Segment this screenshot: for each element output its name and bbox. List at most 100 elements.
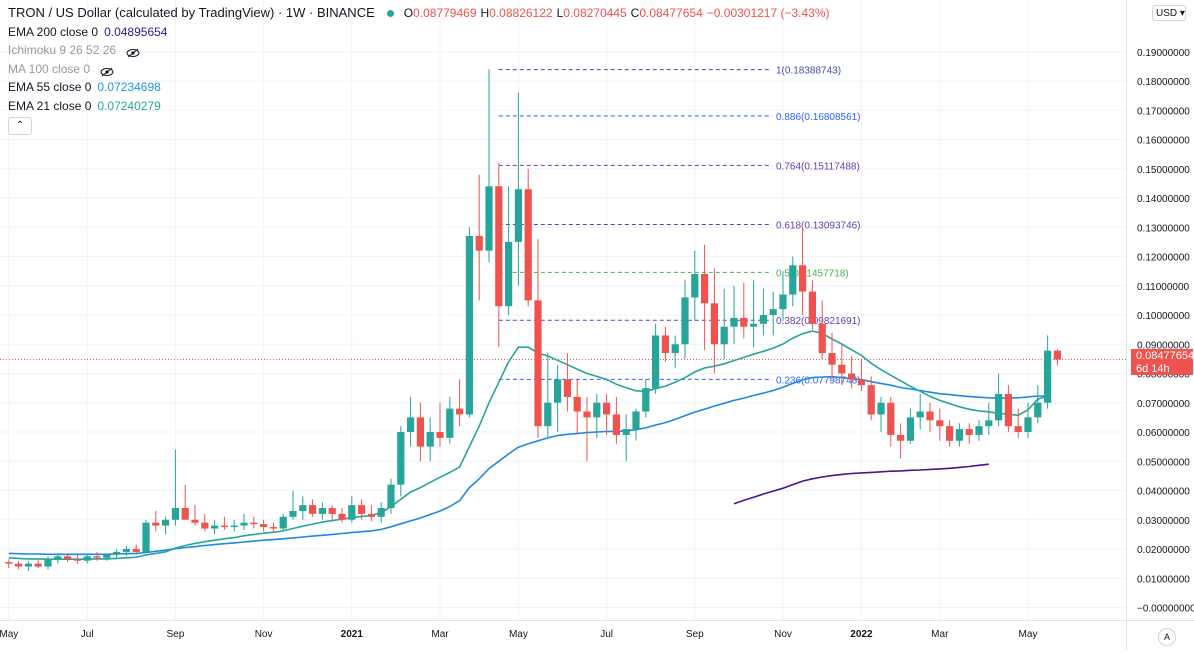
indicator-row[interactable]: MA 100 close 0 [8, 60, 834, 79]
eye-hidden-icon[interactable] [100, 64, 114, 77]
candle-body [44, 559, 52, 567]
candle-body [318, 508, 326, 514]
symbol-title[interactable]: TRON / US Dollar (calculated by TradingV… [8, 5, 375, 20]
candle-body [955, 429, 963, 441]
last-price-tag: 0.08477654 6d 14h [1131, 349, 1194, 375]
candle-body [240, 522, 248, 526]
ohlc-value: 0.08270445 [563, 6, 627, 20]
eye-hidden-icon[interactable] [126, 45, 140, 58]
indicator-row[interactable]: EMA 21 close 0 0.07240279 [8, 97, 834, 116]
time-axis-label: Mar [431, 629, 449, 640]
ohlc-value: 0.08826122 [489, 6, 553, 20]
price-axis-label: 0.10000000 [1137, 311, 1190, 322]
indicator-label: EMA 21 close 0 [8, 98, 92, 113]
market-status-dot [386, 9, 394, 17]
candle-body [54, 556, 62, 560]
candle-body [387, 484, 395, 509]
candle-body [299, 505, 307, 511]
time-axis-label: Jul [81, 629, 94, 640]
candle-body [230, 525, 238, 528]
candle-body [201, 522, 209, 529]
price-axis-label: 0.12000000 [1137, 253, 1190, 264]
time-axis-label: Sep [167, 629, 185, 640]
indicator-label: Ichimoku 9 26 52 26 [8, 43, 117, 58]
indicator-row[interactable]: Ichimoku 9 26 52 26 [8, 41, 834, 60]
chart-legend: TRON / US Dollar (calculated by TradingV… [8, 4, 834, 116]
currency-select[interactable]: USD ▾ [1152, 5, 1186, 21]
candle-body [328, 508, 336, 514]
ema21-line [8, 330, 1048, 561]
collapse-legend-button[interactable]: ⌃ [8, 117, 32, 135]
fib-level-label: 0.886(0.16808561) [776, 112, 861, 123]
candle-body [15, 563, 23, 567]
candle-body [524, 189, 532, 301]
candle-body [514, 189, 522, 242]
indicator-value: 0.07240279 [97, 98, 161, 113]
candle-body [906, 417, 914, 441]
candle-body [701, 274, 709, 304]
price-axis-label: 0.06000000 [1137, 428, 1190, 439]
candle-body [171, 508, 179, 520]
candle-body [250, 522, 258, 525]
price-axis-label: 0.04000000 [1137, 487, 1190, 498]
candle-body [338, 513, 346, 520]
candle-body [426, 432, 434, 447]
candle-body [916, 411, 924, 418]
fib-level-label: 0.236(0.07798748) [776, 375, 861, 386]
candle-body [289, 510, 297, 517]
candle-body [103, 554, 111, 558]
candle-body [877, 402, 885, 415]
candle-body [407, 417, 415, 432]
fib-level-label: 0.618(0.13093746) [776, 221, 861, 232]
indicator-label: EMA 55 close 0 [8, 80, 92, 95]
candle-body [122, 549, 130, 552]
candle-body [152, 522, 160, 526]
candle-body [710, 303, 718, 345]
indicator-value: 0.04895654 [104, 24, 168, 39]
candle-body [1044, 350, 1052, 403]
candle-body [612, 414, 620, 435]
candle-body [132, 549, 140, 552]
candle-body [1053, 350, 1061, 360]
ohlc-values: O0.08779469 H0.08826122 L0.08270445 C0.0847… [404, 4, 834, 23]
ohlc-item: O0.08779469 [404, 6, 477, 20]
price-axis-label: 0.18000000 [1137, 77, 1190, 88]
candle-body [828, 353, 836, 365]
candle-body [142, 522, 150, 552]
candle-body [936, 420, 944, 427]
candle-body [495, 186, 503, 307]
time-axis-label: Sep [686, 629, 704, 640]
candle-body [397, 432, 405, 485]
candle-body [848, 373, 856, 380]
indicator-row[interactable]: EMA 55 close 0 0.07234698 [8, 78, 834, 97]
fib-level-label: 0.764(0.15117488) [776, 161, 860, 172]
price-axis-label: 0.17000000 [1137, 106, 1190, 117]
candle-body [181, 508, 189, 520]
ohlc-item: L0.08270445 [557, 6, 627, 20]
candle-body [975, 426, 983, 435]
candle-body [113, 551, 121, 555]
price-axis-label: −0.00000000 [1137, 604, 1194, 615]
candle-body [309, 505, 317, 514]
candle-body [740, 317, 748, 327]
price-axis-label: 0.15000000 [1137, 165, 1190, 176]
candle-body [995, 393, 1003, 421]
ohlc-value: 0.08779469 [413, 6, 477, 20]
candle-body [485, 186, 493, 251]
indicator-row[interactable]: EMA 200 close 0 0.04895654 [8, 23, 834, 42]
candle-body [1034, 402, 1042, 418]
candle-body [730, 317, 738, 327]
fib-level-label: 1(0.18388743) [776, 66, 841, 77]
candle-body [446, 408, 454, 438]
price-axis-label: 0.16000000 [1137, 136, 1190, 147]
candle-body [661, 335, 669, 354]
candle-body [897, 434, 905, 441]
auto-scale-button[interactable]: A [1158, 628, 1176, 646]
candle-body [211, 525, 219, 529]
price-axis-label: 0.09000000 [1137, 340, 1190, 351]
price-axis-label: 0.08000000 [1137, 370, 1190, 381]
candle-body [965, 429, 973, 435]
candle-body [946, 426, 954, 441]
